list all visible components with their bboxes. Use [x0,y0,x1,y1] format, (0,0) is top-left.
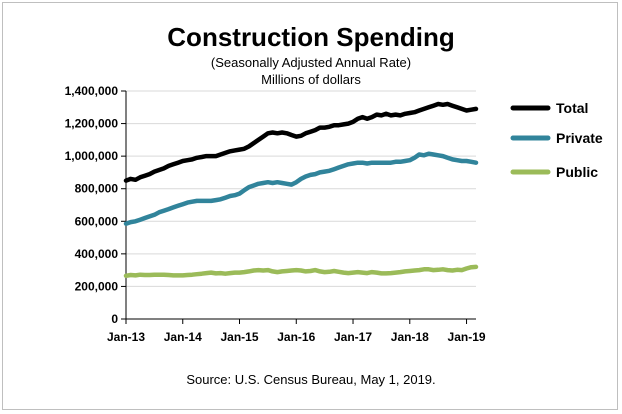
legend: Total Private Public [510,100,603,180]
legend-label-public: Public [556,164,598,180]
y-tick-label: 600,000 [75,214,119,228]
x-axis-tick-labels: Jan-13 Jan-14 Jan-15 Jan-16 Jan-17 Jan-18 Jan-… [107,330,486,344]
y-axis-tick-labels: 0 200,000 400,000 600,000 800,000 1,000,000 1,… [65,84,119,326]
series-line-private [123,151,479,226]
y-tick-label: 400,000 [75,247,119,261]
chart-units: Millions of dollars [261,72,361,87]
series-line-public [123,264,479,279]
y-tick-label: 200,000 [75,279,119,293]
x-tick-label: Jan-14 [164,330,202,344]
y-tick-label: 1,000,000 [65,149,119,163]
y-tick-label: 800,000 [75,182,119,196]
legend-label-total: Total [556,100,588,116]
x-tick-label: Jan-19 [448,330,486,344]
source-note: Source: U.S. Census Bureau, May 1, 2019. [186,372,435,387]
x-tick-label: Jan-18 [391,330,429,344]
legend-label-private: Private [556,130,603,146]
series-lines [123,101,479,279]
axes [121,90,476,324]
y-tick-label: 0 [111,312,118,326]
x-tick-label: Jan-13 [107,330,145,344]
x-tick-label: Jan-15 [220,330,258,344]
chart-title: Construction Spending [167,22,454,52]
y-tick-label: 1,200,000 [65,117,119,131]
chart-frame [2,2,618,410]
x-tick-label: Jan-16 [277,330,315,344]
chart-subtitle: (Seasonally Adjusted Annual Rate) [211,55,411,70]
series-line-total [123,101,479,183]
x-tick-label: Jan-17 [334,330,372,344]
grid-lines [126,90,476,287]
y-tick-label: 1,400,000 [65,84,119,98]
